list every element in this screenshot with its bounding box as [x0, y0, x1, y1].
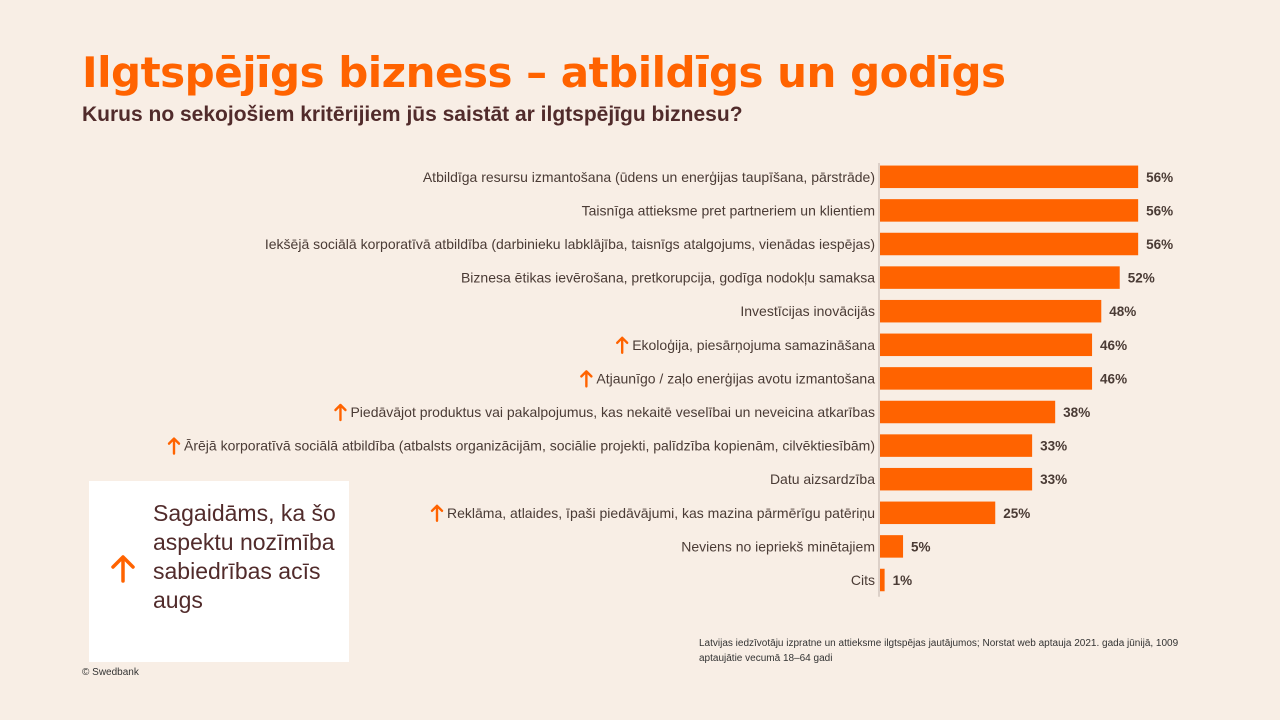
data-label: 25% [1003, 506, 1030, 521]
category-label: Piedāvājot produktus vai pakalpojumus, k… [350, 404, 875, 420]
bar [880, 165, 1139, 189]
category-label: Atbildīga resursu izmantošana (ūdens un … [423, 169, 875, 185]
category-label: Iekšējā sociālā korporatīvā atbildība (d… [265, 236, 875, 252]
data-label: 1% [893, 573, 913, 588]
category-label: Cits [851, 572, 875, 588]
up-arrow-icon [111, 555, 135, 583]
category-label: Ārējā korporatīvā sociālā atbildība (atb… [184, 438, 875, 454]
copyright: © Swedbank [82, 667, 139, 678]
category-label: Datu aizsardzība [770, 471, 875, 487]
bar [880, 467, 1033, 491]
data-label: 33% [1040, 472, 1067, 487]
page-title: Ilgtspējīgs bizness – atbildīgs un godīg… [82, 48, 1006, 97]
data-label: 56% [1146, 170, 1173, 185]
legend-note-box: Sagaidāms, ka šo aspektu nozīmība sabied… [89, 481, 349, 662]
bar [880, 266, 1120, 289]
up-arrow-icon [167, 437, 181, 455]
bar [880, 367, 1093, 390]
up-arrow-icon [615, 336, 629, 354]
category-label: Reklāma, atlaides, īpaši piedāvājumi, ka… [447, 505, 875, 521]
category-label: Taisnīga attieksme pret partneriem un kl… [582, 202, 875, 218]
data-label: 56% [1146, 237, 1173, 252]
data-label: 38% [1063, 405, 1090, 420]
bar [880, 535, 904, 558]
bar [880, 199, 1139, 222]
page-subtitle: Kurus no sekojošiem kritērijiem jūs sais… [82, 103, 743, 126]
data-label: 5% [911, 539, 931, 554]
data-label: 33% [1040, 439, 1067, 454]
data-label: 48% [1109, 304, 1136, 319]
bar [880, 568, 885, 592]
bar [880, 501, 996, 525]
data-label: 46% [1100, 371, 1127, 386]
up-arrow-icon [580, 370, 593, 388]
category-label: Biznesa ētikas ievērošana, pretkorupcija… [461, 270, 875, 286]
up-arrow-icon [430, 504, 444, 522]
data-label: 56% [1146, 203, 1173, 218]
category-label: Ekoloģija, piesārņojuma samazināšana [632, 337, 875, 353]
bar [880, 333, 1093, 357]
bar [880, 400, 1056, 424]
data-label: 52% [1128, 271, 1155, 286]
up-arrow-icon [334, 403, 347, 422]
source-note: Latvijas iedzīvotāju izpratne un attieks… [699, 638, 1179, 664]
category-label: Investīcijas inovācijās [740, 303, 875, 319]
bar [880, 299, 1102, 323]
legend-note-text: Sagaidāms, ka šo aspektu nozīmība sabied… [153, 500, 336, 613]
bar [880, 232, 1139, 256]
category-label: Neviens no iepriekš minētajiem [681, 538, 875, 554]
category-label: Atjaunīgo / zaļo enerģijas avotu izmanto… [596, 370, 875, 386]
data-label: 46% [1100, 338, 1127, 353]
bar [880, 434, 1033, 457]
